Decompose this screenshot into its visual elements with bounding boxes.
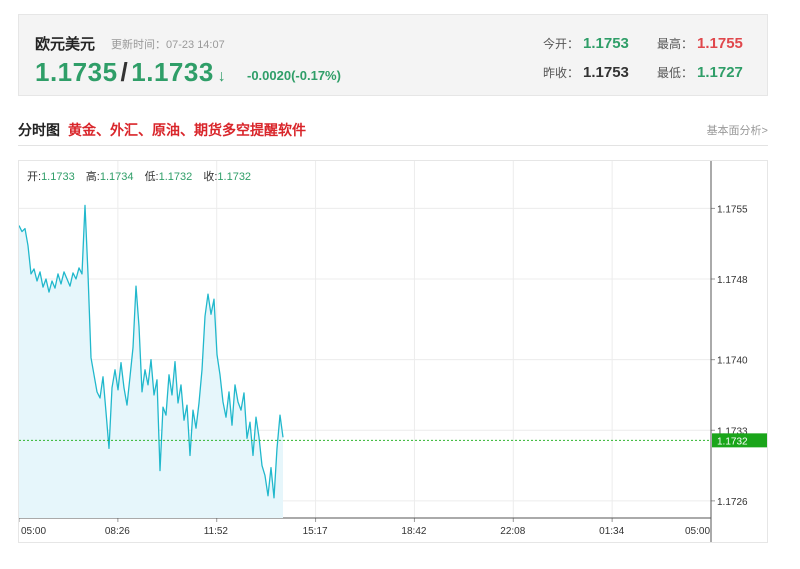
pair-name: 欧元美元	[35, 36, 96, 53]
stat-open-value: 1.1753	[583, 35, 629, 52]
ohlc-high-label: 高:	[85, 171, 100, 183]
stat-high: 最高： 1.1755	[657, 35, 743, 52]
x-tick-label: 22:08	[500, 526, 525, 537]
x-tick-label: 05:00	[685, 526, 710, 537]
x-tick-label: 18:42	[401, 526, 426, 537]
update-time: 更新时间：07-23 14:07	[111, 36, 225, 52]
update-time-label: 更新时间：	[111, 39, 166, 51]
ohlc-open-value: 1.1733	[41, 171, 75, 183]
stat-open: 今开： 1.1753	[543, 35, 629, 52]
stat-high-value: 1.1755	[697, 35, 743, 52]
stat-open-label: 今开：	[543, 37, 580, 51]
y-tick-label: 1.1755	[717, 204, 748, 215]
stat-low-value: 1.1727	[697, 64, 743, 81]
bid-price: 1.1735	[35, 57, 118, 87]
price-line	[19, 204, 284, 499]
current-price-badge	[712, 433, 767, 448]
ohlc-close-label: 收:	[203, 171, 218, 183]
y-tick-label: 1.1740	[717, 356, 748, 367]
section-header: 分时图 黄金、外汇、原油、期货多空提醒软件 基本面分析>	[18, 114, 768, 146]
fundamental-analysis-link[interactable]: 基本面分析>	[706, 125, 768, 137]
update-time-value: 07-23 14:07	[166, 39, 225, 51]
ohlc-low-value: 1.1732	[158, 171, 193, 183]
x-tick-label: 05:00	[21, 526, 46, 537]
y-tick-label: 1.1733	[717, 426, 748, 437]
x-tick-label: 08:26	[105, 526, 130, 537]
x-tick-label: 11:52	[204, 526, 229, 537]
section-title: 分时图	[18, 122, 60, 138]
current-price-label: 1.1732	[717, 436, 748, 447]
stat-prev-close: 昨收： 1.1753	[543, 64, 629, 81]
x-tick-label: 15:17	[303, 526, 328, 537]
y-tick-label: 1.1726	[717, 497, 748, 508]
ohlc-low-label: 低:	[144, 171, 159, 183]
ohlc-high-value: 1.1734	[99, 171, 134, 183]
price-display: 1.1735/1.1733 ↓	[35, 57, 226, 88]
x-tick-label: 01:34	[599, 526, 624, 537]
stat-high-label: 最高：	[657, 37, 694, 51]
intraday-chart: 05:00 08:26 11:52 15:17 18:42 22:08 01:34 05:00…	[18, 160, 768, 543]
stat-low: 最低： 1.1727	[657, 64, 743, 81]
intraday-chart-svg: 05:00 08:26 11:52 15:17 18:42 22:08 01:34 05:00…	[19, 161, 767, 542]
quote-panel: 欧元美元 更新时间：07-23 14:07 1.1735/1.1733 ↓ -0.…	[18, 14, 768, 96]
arrow-down-icon: ↓	[217, 68, 227, 85]
ohlc-readout: 开:1.1733 高:1.1734 低:1.1732 收:1.1732	[27, 168, 259, 184]
y-tick-label: 1.1748	[717, 275, 748, 286]
ohlc-close-value: 1.1732	[217, 171, 252, 183]
promo-link[interactable]: 黄金、外汇、原油、期货多空提醒软件	[68, 122, 306, 138]
stat-prev-close-value: 1.1753	[583, 64, 629, 81]
price-separator: /	[120, 57, 129, 87]
ask-price: 1.1733	[131, 57, 214, 87]
price-change: -0.0020(-0.17%)	[247, 68, 341, 83]
stat-prev-close-label: 昨收：	[543, 66, 580, 80]
ohlc-open-label: 开:	[27, 171, 42, 183]
stat-low-label: 最低：	[657, 66, 694, 80]
